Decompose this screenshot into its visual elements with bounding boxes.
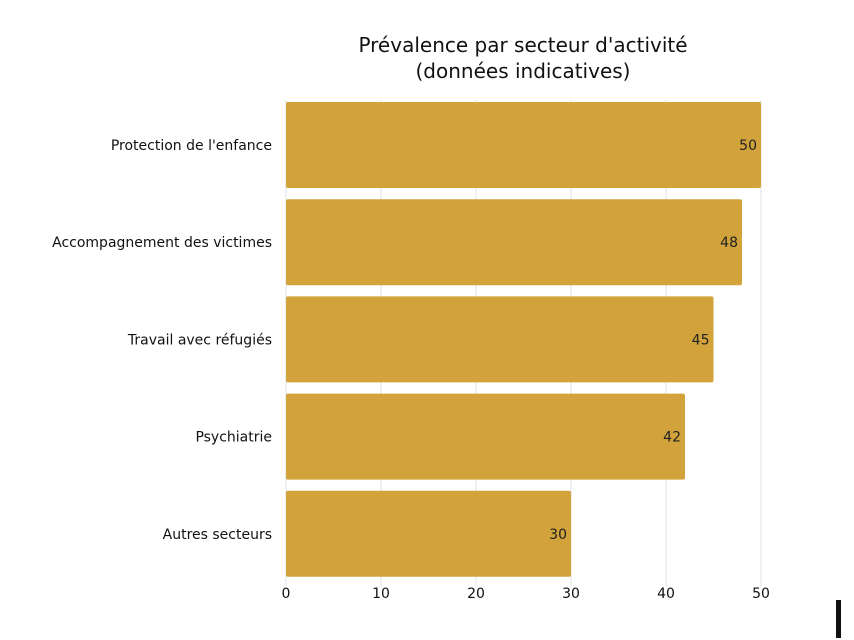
- category-label: Autres secteurs: [163, 527, 272, 543]
- value-labels: 50 48 45 42 30: [549, 138, 757, 543]
- bar: [286, 199, 742, 286]
- chart-title-line-1: Prévalence par secteur d'activité: [358, 33, 687, 57]
- value-label: 48: [720, 235, 738, 251]
- bars: [286, 102, 761, 577]
- value-label: 30: [549, 527, 567, 543]
- x-tick-label: 20: [467, 586, 485, 602]
- category-label: Accompagnement des victimes: [52, 235, 272, 251]
- value-label: 50: [739, 138, 757, 154]
- x-tick-label: 10: [372, 586, 390, 602]
- x-axis-ticks: 0 10 20 30 40 50: [282, 586, 770, 602]
- bar: [286, 296, 714, 383]
- cursor-bar: [836, 600, 841, 638]
- bar: [286, 102, 761, 188]
- x-tick-label: 40: [657, 586, 675, 602]
- chart-title-line-2: (données indicatives): [416, 59, 631, 83]
- x-tick-label: 30: [562, 586, 580, 602]
- bar: [286, 393, 685, 480]
- value-label: 42: [663, 430, 681, 446]
- category-label: Psychiatrie: [195, 430, 272, 446]
- category-labels: Protection de l'enfance Accompagnement de…: [52, 138, 272, 543]
- x-tick-label: 0: [282, 586, 291, 602]
- category-label: Protection de l'enfance: [111, 138, 272, 154]
- category-label: Travail avec réfugiés: [127, 332, 272, 348]
- bar: [286, 490, 571, 577]
- value-label: 45: [692, 332, 710, 348]
- chart-title: Prévalence par secteur d'activité (donné…: [358, 33, 687, 83]
- x-tick-label: 50: [752, 586, 770, 602]
